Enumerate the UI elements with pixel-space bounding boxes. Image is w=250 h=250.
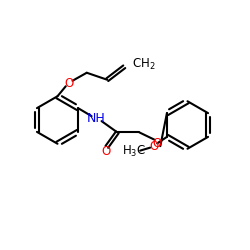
Text: H$_3$C: H$_3$C [122,144,146,160]
Text: CH$_2$: CH$_2$ [132,57,155,72]
Text: O: O [101,145,110,158]
Text: O: O [64,77,74,90]
Text: O: O [149,140,158,153]
Text: O: O [153,137,162,150]
Text: NH: NH [87,112,106,125]
